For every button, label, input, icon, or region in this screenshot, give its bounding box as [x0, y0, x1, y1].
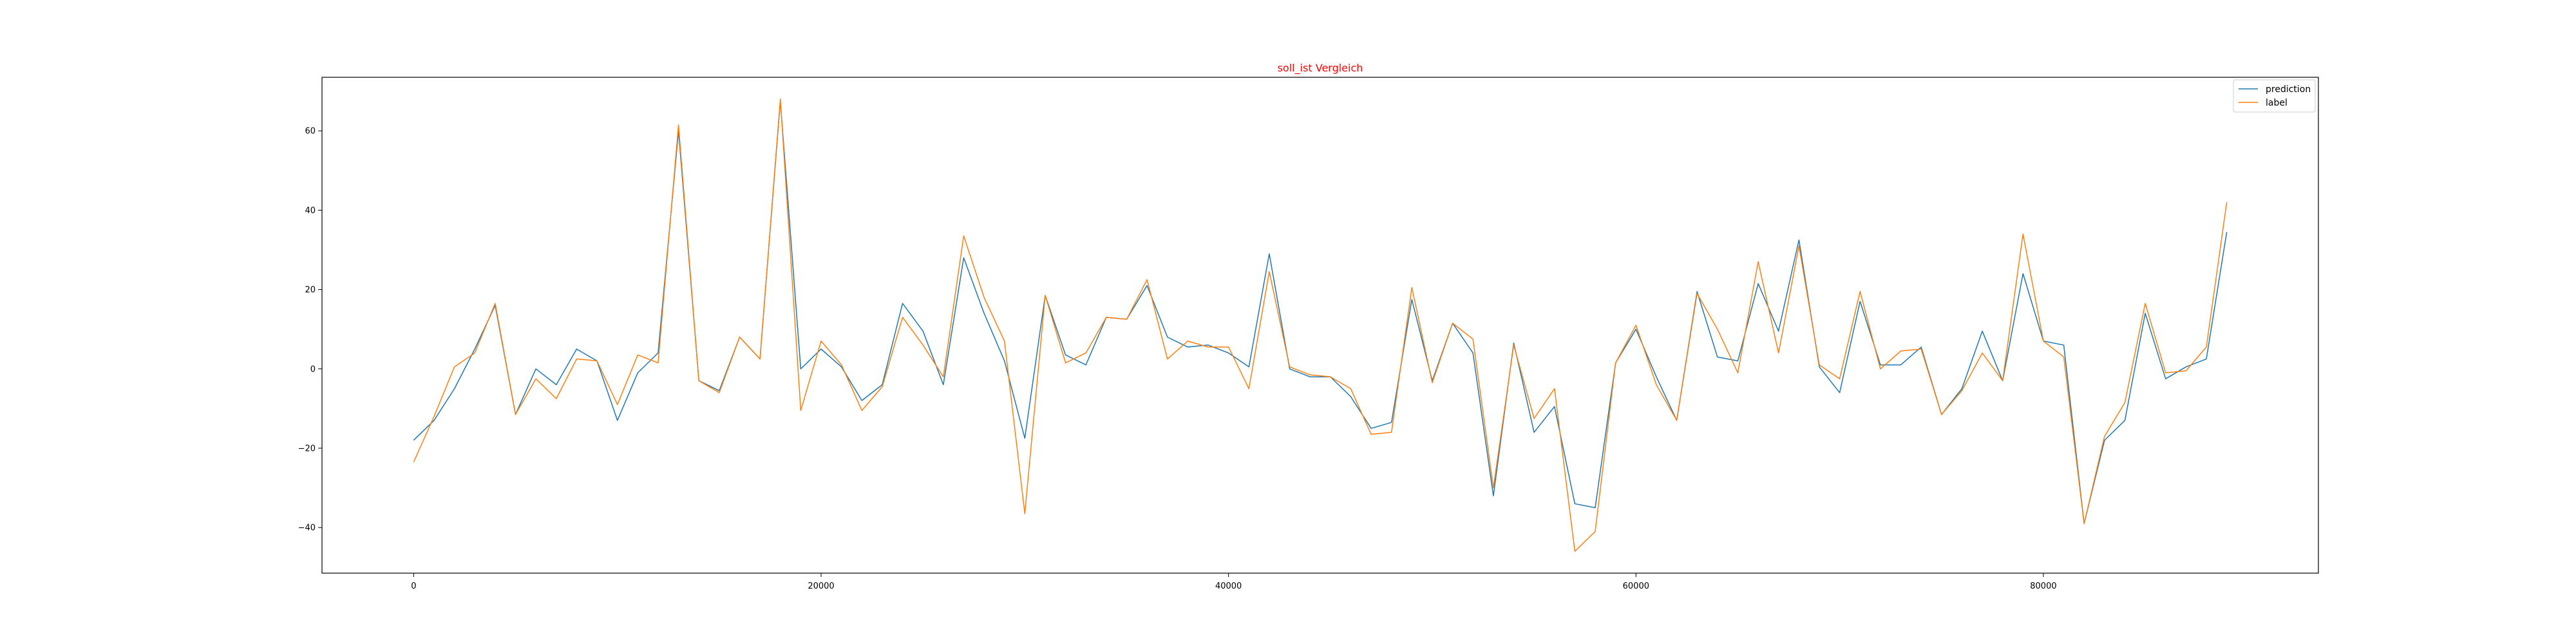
y-tick-label: 0 [310, 365, 316, 374]
x-tick-label: 80000 [2030, 582, 2056, 591]
x-tick-label: 0 [411, 582, 416, 591]
chart-title: soll_ist Vergleich [1278, 62, 1363, 75]
y-axis: −40 −20 0 20 40 60 [298, 127, 322, 533]
legend-label-prediction: prediction [2266, 84, 2311, 95]
y-tick-label: −40 [298, 524, 316, 533]
y-tick-label: 20 [305, 285, 316, 295]
legend-frame [2233, 79, 2316, 113]
x-axis: 0 20000 40000 60000 80000 [411, 573, 2057, 591]
y-tick-label: 40 [305, 206, 316, 216]
x-tick-label: 60000 [1623, 582, 1649, 591]
x-tick-label: 40000 [1215, 582, 1242, 591]
axes-frame [321, 77, 2319, 574]
plot-area [321, 77, 2319, 574]
series-line-prediction [413, 100, 2228, 524]
legend: prediction label [2233, 79, 2316, 113]
y-tick-label: −20 [298, 444, 316, 453]
axes-background [322, 77, 2318, 573]
x-tick-label: 20000 [808, 582, 834, 591]
series-layer [413, 99, 2228, 552]
legend-label-label: label [2266, 98, 2287, 108]
y-tick-label: 60 [305, 127, 316, 137]
series-line-label [413, 99, 2228, 552]
